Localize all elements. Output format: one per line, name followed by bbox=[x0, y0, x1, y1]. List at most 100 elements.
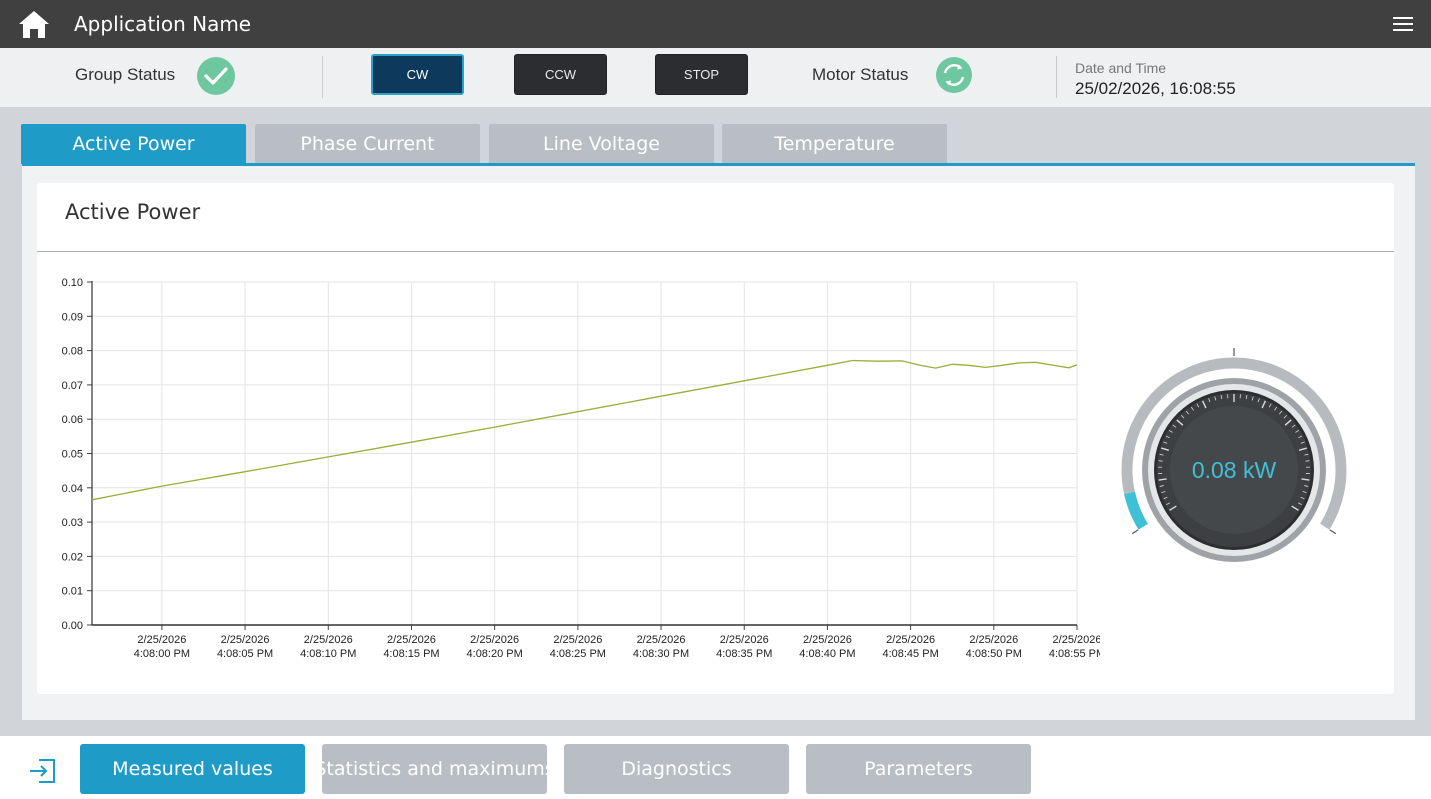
y-tick-label: 0.07 bbox=[62, 380, 83, 392]
active-power-chart: 0.10 0.09 0.08 0.07 0.06 0.05 0.04 0.03 0.02 0.01… bbox=[62, 277, 1100, 660]
gauge-tick bbox=[1185, 410, 1189, 415]
x-tick-label: 2/25/2026 bbox=[1053, 634, 1100, 646]
exit-icon[interactable] bbox=[27, 755, 59, 787]
gauge-tick bbox=[1298, 435, 1303, 439]
gauge-tick bbox=[1261, 400, 1267, 409]
x-tick-label: 4:08:10 PM bbox=[300, 648, 356, 660]
x-tick-label: 4:08:40 PM bbox=[799, 648, 855, 660]
gauge-min-marker bbox=[1131, 529, 1139, 535]
gauge-track bbox=[1121, 357, 1347, 530]
gauge-tick bbox=[1208, 398, 1211, 403]
y-tick-label: 0.08 bbox=[62, 346, 83, 358]
x-tick-label: 2/25/2026 bbox=[221, 634, 270, 646]
x-tick-label: 2/25/2026 bbox=[553, 634, 602, 646]
gauge-tick bbox=[1300, 441, 1305, 444]
tab-underline bbox=[22, 163, 1415, 166]
y-tick-label: 0.10 bbox=[62, 277, 83, 289]
gauge-tick bbox=[1161, 447, 1170, 452]
gauge-tick bbox=[1158, 478, 1167, 481]
app-header: Application Name bbox=[0, 0, 1431, 48]
y-tick-label: 0.06 bbox=[62, 414, 83, 426]
x-tick-label: 4:08:15 PM bbox=[383, 648, 439, 660]
x-tick-label: 2/25/2026 bbox=[720, 634, 769, 646]
card-divider bbox=[37, 251, 1394, 252]
gauge-tick bbox=[1169, 505, 1177, 511]
x-tick-label: 4:08:05 PM bbox=[217, 648, 273, 660]
x-tick-label: 2/25/2026 bbox=[803, 634, 852, 646]
gauge-tick bbox=[1291, 505, 1299, 511]
y-tick-label: 0.09 bbox=[62, 311, 83, 323]
power-gauge: 0.08 kW bbox=[1121, 348, 1347, 562]
gauge-value: 0.08 kW bbox=[1192, 457, 1277, 483]
gauge-tick bbox=[1161, 491, 1166, 494]
gauge-tick bbox=[1291, 424, 1296, 428]
gauge-tick bbox=[1196, 403, 1200, 408]
gauge-tick bbox=[1201, 400, 1207, 409]
gauge-tick bbox=[1301, 478, 1310, 481]
x-tick-label: 4:08:25 PM bbox=[550, 648, 606, 660]
nav-measured-values[interactable]: Measured values bbox=[80, 744, 305, 794]
hamburger-menu-icon bbox=[1393, 17, 1413, 19]
gauge-tick bbox=[1168, 430, 1173, 433]
gauge-tick bbox=[1165, 435, 1170, 439]
tab-active-power[interactable]: Active Power bbox=[21, 124, 246, 164]
x-tick-label: 2/25/2026 bbox=[969, 634, 1018, 646]
nav-diagnostics[interactable]: Diagnostics bbox=[564, 744, 789, 794]
x-tick-label: 2/25/2026 bbox=[304, 634, 353, 646]
y-tick-label: 0.03 bbox=[62, 517, 83, 529]
motor-status-label: Motor Status bbox=[812, 65, 909, 84]
group-status-ok-icon bbox=[197, 57, 235, 95]
gauge-tick bbox=[1159, 485, 1164, 487]
gauge-tick bbox=[1274, 406, 1278, 411]
gauge-tick bbox=[1245, 395, 1248, 400]
gauge-tick bbox=[1295, 430, 1300, 433]
y-tick-label: 0.02 bbox=[62, 551, 83, 563]
gauge-tick bbox=[1220, 395, 1223, 400]
motor-running-icon bbox=[936, 57, 972, 93]
home-button[interactable] bbox=[16, 6, 52, 42]
cw-button[interactable]: CW bbox=[371, 54, 464, 95]
gauge-max-marker bbox=[1329, 529, 1337, 535]
gauge-tick bbox=[1214, 396, 1217, 401]
divider bbox=[322, 56, 323, 98]
y-tick-label: 0.00 bbox=[62, 620, 83, 632]
y-tick-label: 0.04 bbox=[62, 483, 83, 495]
x-tick-label: 2/25/2026 bbox=[886, 634, 935, 646]
gauge-tick bbox=[1298, 447, 1307, 452]
x-tick-label: 2/25/2026 bbox=[470, 634, 519, 646]
gauge-tick bbox=[1172, 424, 1177, 428]
gauge-tick bbox=[1257, 398, 1260, 403]
gauge-tick bbox=[1251, 396, 1254, 401]
x-tick-label: 4:08:00 PM bbox=[134, 648, 190, 660]
x-tick-label: 4:08:45 PM bbox=[882, 648, 938, 660]
gauge-tick bbox=[1159, 453, 1164, 456]
stop-button[interactable]: STOP bbox=[655, 54, 748, 95]
gauge-tick bbox=[1163, 441, 1168, 444]
gauge-tick bbox=[1297, 502, 1302, 506]
x-tick-label: 4:08:35 PM bbox=[716, 648, 772, 660]
x-tick-label: 4:08:20 PM bbox=[467, 648, 523, 660]
hamburger-menu-button[interactable] bbox=[1391, 12, 1415, 36]
tab-line-voltage[interactable]: Line Voltage bbox=[489, 124, 714, 164]
tab-temperature[interactable]: Temperature bbox=[722, 124, 947, 164]
gauge-value-arc bbox=[1124, 491, 1149, 530]
datetime-label: Date and Time bbox=[1075, 60, 1167, 76]
app-title: Application Name bbox=[74, 12, 252, 36]
gauge-tick bbox=[1166, 502, 1171, 506]
status-bar: Group Status CW CCW STOP Motor Status Da… bbox=[0, 48, 1431, 108]
gauge-tick bbox=[1300, 496, 1305, 500]
group-status-label: Group Status bbox=[75, 65, 176, 84]
datetime-value: 25/02/2026, 16:08:55 bbox=[1075, 79, 1236, 98]
tab-phase-current[interactable]: Phase Current bbox=[255, 124, 480, 164]
divider bbox=[1056, 56, 1057, 98]
ccw-button[interactable]: CCW bbox=[514, 54, 607, 95]
x-tick-label: 2/25/2026 bbox=[387, 634, 436, 646]
gauge-tick bbox=[1190, 406, 1194, 411]
gauge-tick bbox=[1268, 403, 1272, 408]
card-title: Active Power bbox=[65, 200, 201, 224]
nav-parameters[interactable]: Parameters bbox=[806, 744, 1031, 794]
home-icon bbox=[19, 11, 49, 38]
series-line bbox=[91, 359, 1078, 501]
gauge-tick bbox=[1284, 419, 1292, 426]
nav-statistics-maximums[interactable]: Statistics and maximums bbox=[314, 744, 555, 794]
